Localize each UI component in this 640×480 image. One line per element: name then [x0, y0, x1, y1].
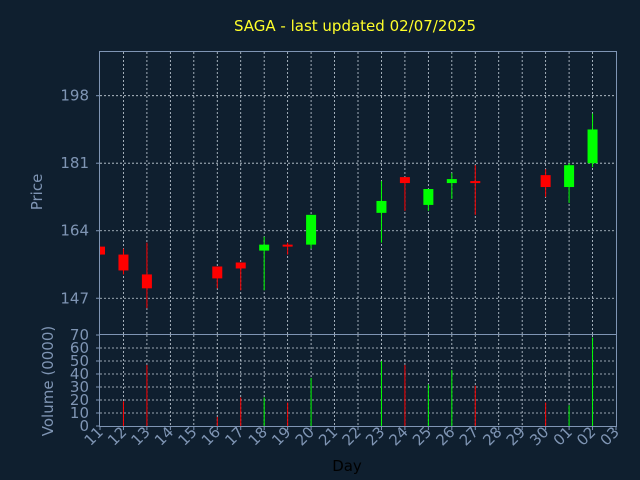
x-tick-label: 25 [409, 423, 435, 449]
x-tick-label: 29 [503, 423, 529, 449]
price-tick-label: 181 [60, 154, 89, 172]
candle-27 [470, 165, 481, 215]
candle-body [564, 165, 575, 188]
candle-02 [587, 113, 598, 168]
x-tick-label: 02 [573, 423, 599, 449]
volume-axis-label: Volume (0000) [39, 326, 57, 436]
candle-body [470, 181, 481, 184]
candle-24 [399, 177, 410, 211]
price-tick-label: 147 [60, 289, 89, 307]
x-tick-label: 01 [550, 423, 576, 449]
volume-tick-label: 20 [70, 391, 89, 409]
candle-body [259, 244, 270, 251]
price-tick-label: 164 [60, 222, 89, 240]
volume-tick-label: 40 [70, 365, 89, 383]
candle-20 [306, 214, 317, 249]
candle-body [282, 244, 293, 247]
candle-body [141, 274, 152, 289]
candle-body [587, 129, 598, 164]
candle-26 [446, 173, 457, 199]
x-tick-label: 13 [128, 423, 154, 449]
x-tick-label: 26 [432, 423, 458, 449]
candle-16 [212, 266, 223, 289]
volume-tick-label: 50 [70, 352, 89, 370]
x-tick-label: 30 [526, 423, 552, 449]
x-tick-label: 17 [221, 423, 247, 449]
price-axis-label: Price [28, 174, 46, 211]
candle-body [540, 175, 551, 188]
x-axis-label: Day [332, 457, 362, 475]
candle-13 [141, 242, 152, 309]
x-tick-label: 15 [174, 423, 200, 449]
candle-23 [376, 181, 387, 243]
volume-tick-label: 70 [70, 326, 89, 344]
candle-body [100, 246, 105, 255]
volume-tick-label: 10 [70, 404, 89, 422]
x-tick-label: 20 [292, 423, 318, 449]
candle-19 [282, 242, 293, 255]
x-tick-label: 14 [151, 423, 177, 449]
x-tick-label: 23 [362, 423, 388, 449]
candle-body [399, 177, 410, 184]
x-tick-label: 27 [456, 423, 482, 449]
candle-body [376, 200, 387, 213]
candle-11 [99, 246, 105, 255]
x-tick-label: 03 [597, 423, 623, 449]
x-tick-label: 24 [386, 423, 412, 449]
volume-tick-label: 60 [70, 339, 89, 357]
candle-body [423, 189, 434, 205]
candle-17 [235, 262, 246, 291]
x-tick-label: 12 [104, 423, 130, 449]
candle-body [212, 266, 223, 279]
candle-18 [259, 236, 270, 291]
x-tick-label: 18 [245, 423, 271, 449]
candle-12 [118, 248, 129, 275]
volume-tick-label: 0 [79, 417, 89, 435]
candle-body [235, 262, 246, 269]
candle-body [306, 214, 317, 245]
x-tick-label: 28 [479, 423, 505, 449]
price-panel: 147 164 181 198 Price [28, 51, 617, 335]
candle-25 [423, 189, 434, 211]
chart-title: SAGA - last updated 02/07/2025 [234, 17, 476, 35]
candle-30 [540, 169, 551, 197]
x-tick-label: 22 [339, 423, 365, 449]
price-tick-label: 198 [60, 87, 89, 105]
candle-body [446, 179, 457, 184]
x-tick-label: 19 [268, 423, 294, 449]
candle-01 [564, 163, 575, 203]
x-tick-label: 21 [315, 423, 341, 449]
x-tick-label: 16 [198, 423, 224, 449]
candle-body [118, 254, 129, 271]
volume-tick-label: 30 [70, 378, 89, 396]
